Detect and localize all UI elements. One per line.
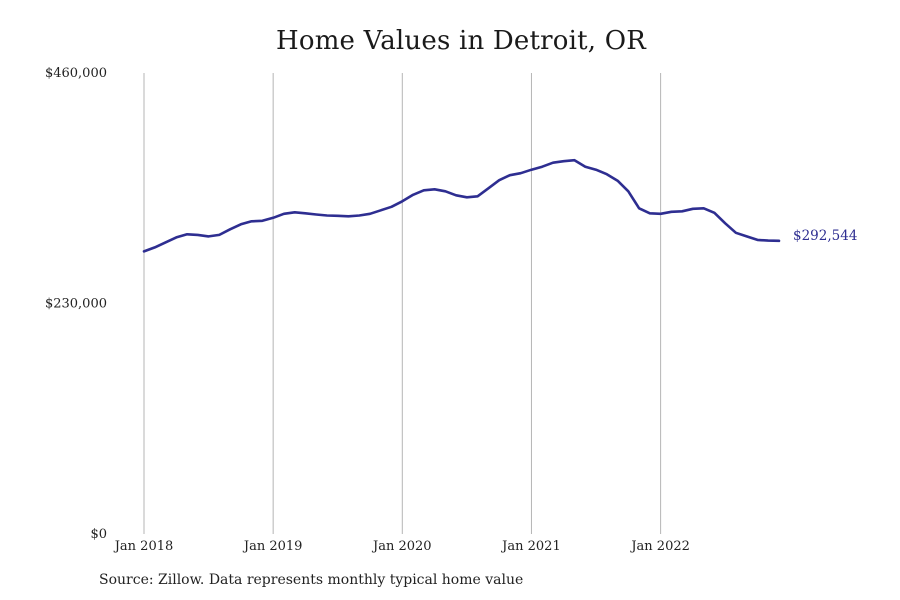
y-tick-label: $460,000: [45, 66, 107, 81]
x-tick-label: Jan 2022: [629, 539, 690, 554]
x-axis-ticks: Jan 2018 Jan 2019 Jan 2020 Jan 2021 Jan 2022: [113, 539, 690, 554]
gridlines: [143, 73, 662, 534]
x-tick-label: Jan 2021: [500, 539, 561, 554]
series-layer: [142, 158, 781, 253]
source-note: Source: Zillow. Data represents monthly …: [99, 572, 524, 588]
y-tick-label: $0: [90, 527, 107, 542]
x-tick-label: Jan 2020: [371, 539, 432, 554]
y-axis-ticks: $0 $230,000 $460,000: [45, 66, 107, 542]
y-tick-label: $230,000: [45, 297, 107, 312]
x-tick-label: Jan 2019: [242, 539, 303, 554]
series-line: [142, 158, 781, 253]
end-value-label: $292,544: [793, 228, 857, 244]
chart-title: Home Values in Detroit, OR: [275, 26, 647, 56]
x-tick-label: Jan 2018: [113, 539, 174, 554]
